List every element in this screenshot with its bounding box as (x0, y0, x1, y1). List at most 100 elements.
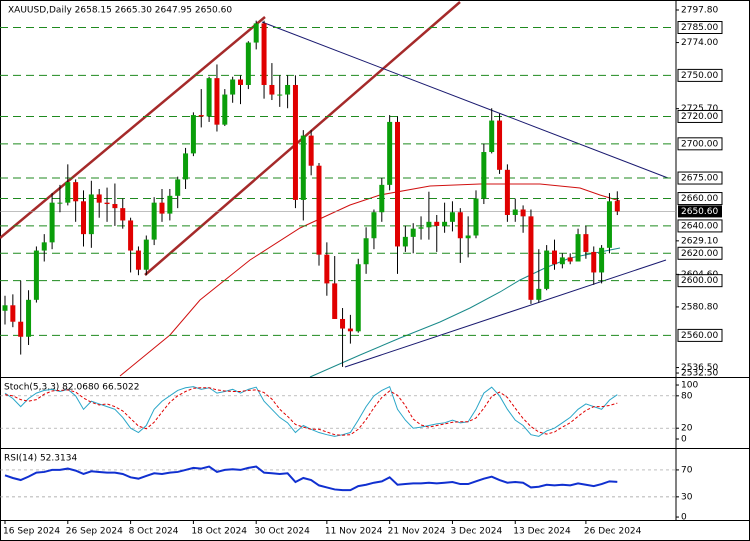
candle-body (316, 165, 322, 255)
candle-body (536, 288, 542, 300)
y-tick-label: 20 (681, 424, 693, 434)
x-tick-label: 21 Nov 2024 (388, 527, 446, 537)
level-label: 2660.00 (681, 194, 718, 204)
candle-body (599, 247, 605, 273)
candle-body (379, 184, 385, 213)
candle-body (575, 234, 581, 262)
candle-body (65, 182, 71, 203)
candle-body (285, 84, 291, 95)
candle-body (57, 202, 63, 204)
candle-body (41, 242, 47, 251)
level-box (677, 21, 723, 35)
candle-body (33, 250, 39, 300)
candle-body (2, 305, 8, 311)
candle-body (49, 202, 55, 243)
trend-line (261, 21, 669, 179)
level-label: 2720.00 (681, 112, 718, 122)
candle-body (230, 79, 236, 95)
candle-body (363, 238, 369, 265)
candle-body (245, 42, 251, 85)
candle-body (567, 257, 573, 262)
candle-body (10, 305, 16, 322)
candle-body (473, 198, 479, 236)
candle-body (591, 251, 597, 273)
x-tick-label: 30 Oct 2024 (254, 527, 310, 537)
candle-body (175, 179, 181, 196)
indicator-line (4, 465, 618, 492)
candle-body (418, 227, 424, 229)
level-box (677, 328, 723, 342)
channel-line (0, 16, 266, 239)
candle-body (167, 195, 173, 214)
y-tick-label: 2725.70 (681, 104, 718, 114)
candle-body (128, 220, 134, 251)
candle-body (457, 212, 463, 239)
y-tick-label: 2532.50 (681, 369, 718, 379)
level-box (677, 68, 723, 82)
candle-body (26, 299, 32, 337)
level-label: 2785.00 (681, 23, 718, 33)
candle-body (143, 239, 149, 270)
candle-body (497, 120, 503, 170)
candle-body (544, 250, 550, 289)
candle-body (426, 221, 432, 228)
candle-body (159, 202, 165, 214)
candle-body (520, 209, 526, 217)
indicator-title: Stoch(5,3,3) 82.0680 66.5022 (4, 383, 139, 393)
y-tick-label: 70 (681, 465, 693, 475)
y-tick-label: 80 (681, 391, 693, 401)
candle-body (112, 204, 118, 209)
candle-body (104, 202, 110, 205)
candle-body (489, 120, 495, 153)
candle-body (269, 84, 275, 95)
x-tick-label: 8 Oct 2024 (129, 527, 179, 537)
candle-body (332, 283, 338, 319)
x-tick-label: 18 Oct 2024 (191, 527, 247, 537)
candle-body (559, 257, 565, 265)
candle-body (18, 321, 24, 337)
candle-body (96, 194, 102, 203)
candle-body (73, 182, 79, 202)
candle-body (198, 115, 204, 117)
candle-body (253, 23, 259, 43)
y-tick-label: 0 (681, 513, 687, 523)
y-tick-label: 2797.80 (681, 5, 718, 15)
level-label: 2560.00 (681, 331, 718, 341)
candle-body (434, 221, 440, 226)
x-tick-label: 26 Dec 2024 (584, 527, 642, 537)
x-tick-label: 26 Sep 2024 (66, 527, 123, 537)
candle-body (465, 235, 471, 239)
candle-body (292, 84, 298, 200)
trend-line (344, 259, 667, 368)
candle-body (88, 194, 94, 235)
y-tick-label: 2536.50 (681, 363, 718, 373)
indicator-line (4, 387, 618, 436)
level-label: 2640.00 (681, 221, 718, 231)
last-price-box (678, 205, 722, 218)
candle-body (449, 212, 455, 222)
candle-body (552, 250, 557, 265)
candle-body (324, 254, 330, 284)
candle-body (512, 209, 518, 215)
candle-body (206, 78, 212, 117)
x-tick-label: 11 Nov 2024 (325, 527, 383, 537)
x-tick-label: 13 Dec 2024 (513, 527, 571, 537)
indicator-line (4, 385, 618, 437)
y-tick-label: 2774.00 (681, 38, 718, 48)
candle-body (347, 328, 353, 332)
y-tick-label: 100 (681, 381, 698, 391)
candle-body (308, 135, 314, 166)
level-label: 2750.00 (681, 71, 718, 81)
candle-body (222, 94, 228, 125)
chart-title: XAUUSD,Daily 2658.15 2665.30 2647.95 265… (8, 6, 232, 16)
candle-body (151, 202, 157, 240)
candle-body (340, 318, 346, 329)
candle-body (504, 169, 510, 215)
y-tick-label: 30 (681, 492, 693, 502)
level-box (677, 246, 723, 260)
y-tick-label: 2629.10 (681, 236, 718, 246)
candle-body (606, 201, 612, 248)
level-box (677, 171, 723, 185)
candle-body (277, 94, 283, 96)
